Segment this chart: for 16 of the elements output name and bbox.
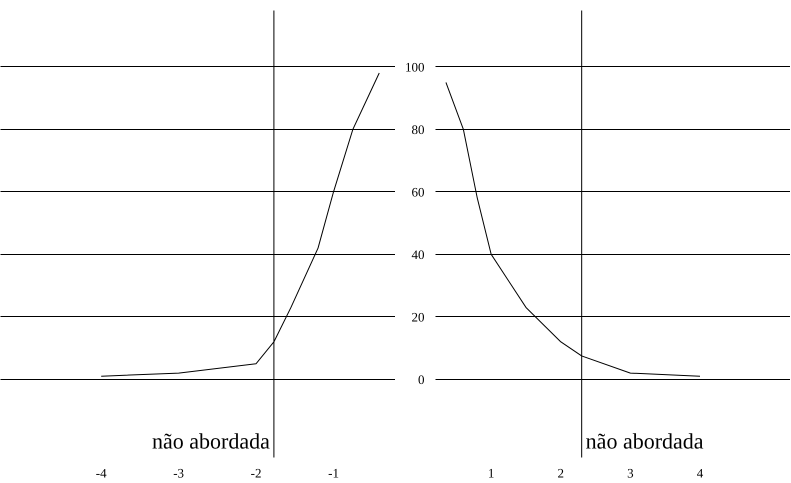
x-tick-label: 2 — [558, 466, 564, 480]
x-tick-label: 1 — [488, 466, 494, 480]
y-tick-label: 40 — [412, 246, 424, 262]
x-tick-label: 3 — [627, 466, 634, 480]
x-tick-label: -2 — [250, 466, 262, 480]
y-tick-label: 0 — [418, 372, 424, 387]
x-tick-label: -3 — [173, 466, 184, 480]
y-tick-label: 20 — [412, 309, 424, 324]
y-tick-label: 100 — [405, 59, 424, 74]
y-tick-label: 80 — [412, 122, 424, 137]
x-tick-label: -1 — [328, 466, 339, 480]
x-tick-label: -4 — [96, 466, 108, 480]
ref-line-label: não abordada — [152, 428, 270, 454]
ref-line-label: não abordada — [586, 428, 704, 454]
y-tick-label: 60 — [412, 184, 424, 200]
x-tick-label: 4 — [696, 466, 704, 480]
